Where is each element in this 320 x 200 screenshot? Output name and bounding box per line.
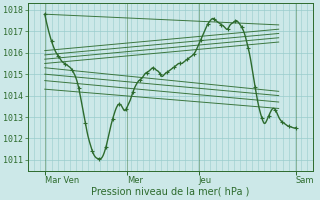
X-axis label: Pression niveau de la mer( hPa ): Pression niveau de la mer( hPa ) xyxy=(91,187,250,197)
